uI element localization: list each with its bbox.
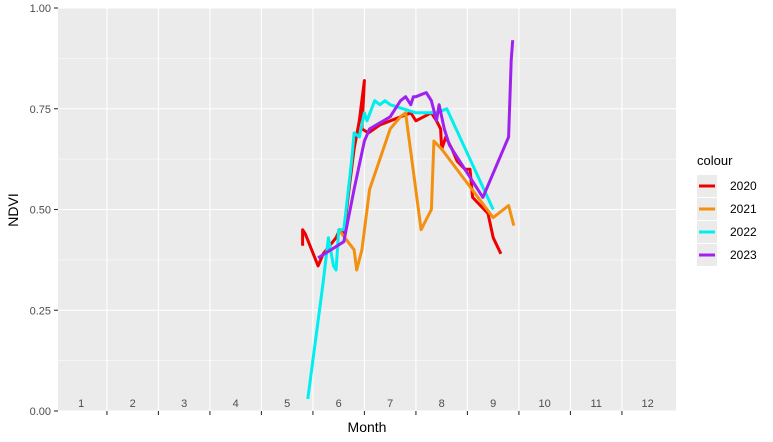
x-tick-label: 8 [439, 398, 445, 410]
y-axis-title: NDVI [5, 193, 21, 226]
legend-label-2023: 2023 [730, 248, 757, 262]
x-tick-label: 1 [78, 398, 84, 410]
x-tick-marks [106, 411, 623, 415]
x-tick-label: 9 [490, 398, 496, 410]
legend: colour 2020 2021 2022 2023 [697, 153, 757, 266]
grid-major [58, 7, 676, 412]
x-tick-label: 6 [336, 398, 342, 410]
x-tick-label: 12 [642, 398, 654, 410]
x-axis-title: Month [348, 419, 387, 435]
y-tick-label: 0.50 [30, 205, 51, 217]
x-tick-label: 7 [387, 398, 393, 410]
y-axis: 0.00 0.25 0.50 0.75 1.00 [30, 3, 58, 418]
legend-label-2022: 2022 [730, 225, 757, 239]
x-tick-label: 3 [181, 398, 187, 410]
x-tick-labels: 1 2 3 4 5 6 7 8 9 10 11 12 [78, 398, 654, 410]
grid-minor [58, 58, 676, 361]
series-line-2023 [317, 40, 515, 260]
legend-label-2020: 2020 [730, 179, 757, 193]
series-line-2021 [337, 111, 516, 272]
x-tick-label: 10 [539, 398, 551, 410]
series-line-2022 [306, 99, 495, 400]
x-tick-label: 4 [233, 398, 239, 410]
y-tick-label: 0.75 [30, 104, 51, 116]
x-tick-label: 5 [284, 398, 290, 410]
legend-label-2021: 2021 [730, 202, 757, 216]
x-tick-label: 11 [590, 398, 601, 410]
y-tick-label: 0.00 [30, 406, 51, 418]
x-tick-label: 2 [130, 398, 136, 410]
y-tick-label: 0.25 [30, 305, 51, 317]
legend-title: colour [697, 153, 733, 168]
series-layer [301, 40, 516, 400]
y-tick-label: 1.00 [30, 3, 51, 15]
